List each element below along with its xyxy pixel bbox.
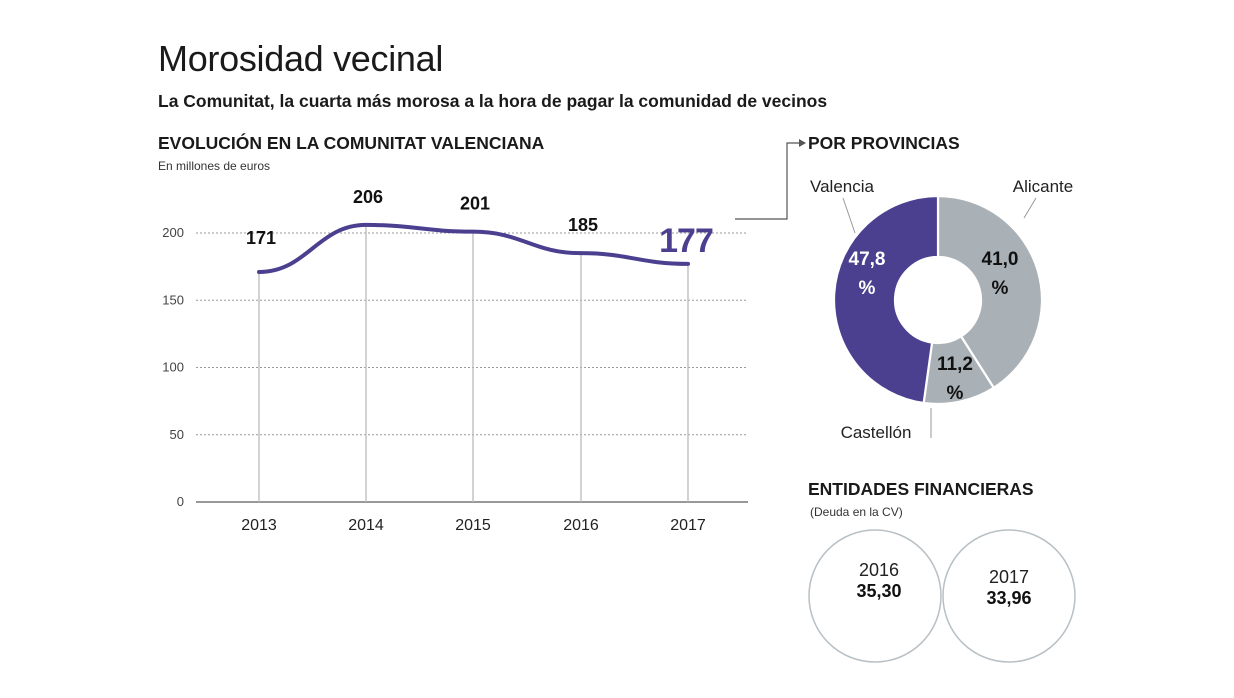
value-label: 177 [659, 222, 713, 260]
y-tick-label: 150 [162, 292, 184, 307]
y-tick-labels: 0 50 100 150 200 [162, 225, 184, 509]
leader-line [1023, 197, 1037, 219]
y-tick-label: 50 [170, 427, 184, 442]
x-tick-labels: 2013 2014 2015 2016 2017 [241, 517, 706, 534]
slice-name: Alicante [1013, 177, 1073, 196]
bank-item-2016: 2016 35,30 [814, 560, 944, 602]
slice-name: Valencia [810, 177, 874, 196]
drop-lines [258, 224, 689, 502]
slice-value: 11,2 [937, 354, 973, 375]
leader-line [842, 197, 856, 234]
circle-2016 [808, 529, 942, 663]
donut-slices [832, 194, 1044, 406]
donut-slice [832, 194, 940, 405]
page-subtitle: La Comunitat, la cuarta más morosa a la … [158, 91, 828, 111]
bank-value: 33,96 [986, 588, 1032, 608]
leader-lines [842, 197, 1037, 438]
x-tick-label: 2017 [670, 517, 706, 534]
x-tick-label: 2013 [241, 517, 277, 534]
x-tick-label: 2015 [455, 517, 491, 534]
series-line [257, 222, 690, 275]
banks-subheading: (Deuda en la CV) [810, 505, 903, 519]
x-tick-label: 2016 [563, 517, 599, 534]
pie-chart-heading: POR PROVINCIAS [808, 133, 960, 153]
pointer-arrow-line [735, 142, 800, 220]
y-tick-label: 100 [162, 360, 184, 375]
bank-year: 2016 [858, 560, 900, 580]
value-label: 171 [246, 228, 276, 248]
value-label: 206 [353, 187, 383, 207]
value-labels: 171 206 201 185 177 [246, 187, 714, 260]
page-title: Morosidad vecinal [158, 38, 444, 79]
value-label: 201 [460, 194, 490, 214]
line-chart-unit: En millones de euros [158, 159, 271, 173]
bank-item-2017: 2017 33,96 [944, 567, 1074, 609]
slice-value: 41,0 [982, 249, 1019, 270]
slice-value: 47,8 [849, 249, 886, 270]
pointer-arrow-head [799, 139, 806, 147]
banks-heading: ENTIDADES FINANCIERAS [808, 479, 1034, 499]
slice-name-labels: Valencia Alicante Castellón [810, 177, 1073, 442]
value-label: 185 [568, 215, 598, 235]
slice-unit: % [947, 383, 964, 404]
line-chart-heading: EVOLUCIÓN EN LA COMUNITAT VALENCIANA [158, 133, 545, 153]
slice-value-labels: 47,8% 41,0% 11,2% [849, 249, 1019, 404]
y-tick-label: 200 [162, 225, 184, 240]
circle-2017 [942, 529, 1076, 663]
bank-value: 35,30 [856, 581, 902, 601]
y-tick-label: 0 [177, 494, 184, 509]
slice-unit: % [992, 278, 1009, 299]
bank-year: 2017 [988, 567, 1030, 587]
slice-name: Castellón [841, 423, 912, 442]
slice-unit: % [859, 278, 876, 299]
x-tick-label: 2014 [348, 517, 384, 534]
